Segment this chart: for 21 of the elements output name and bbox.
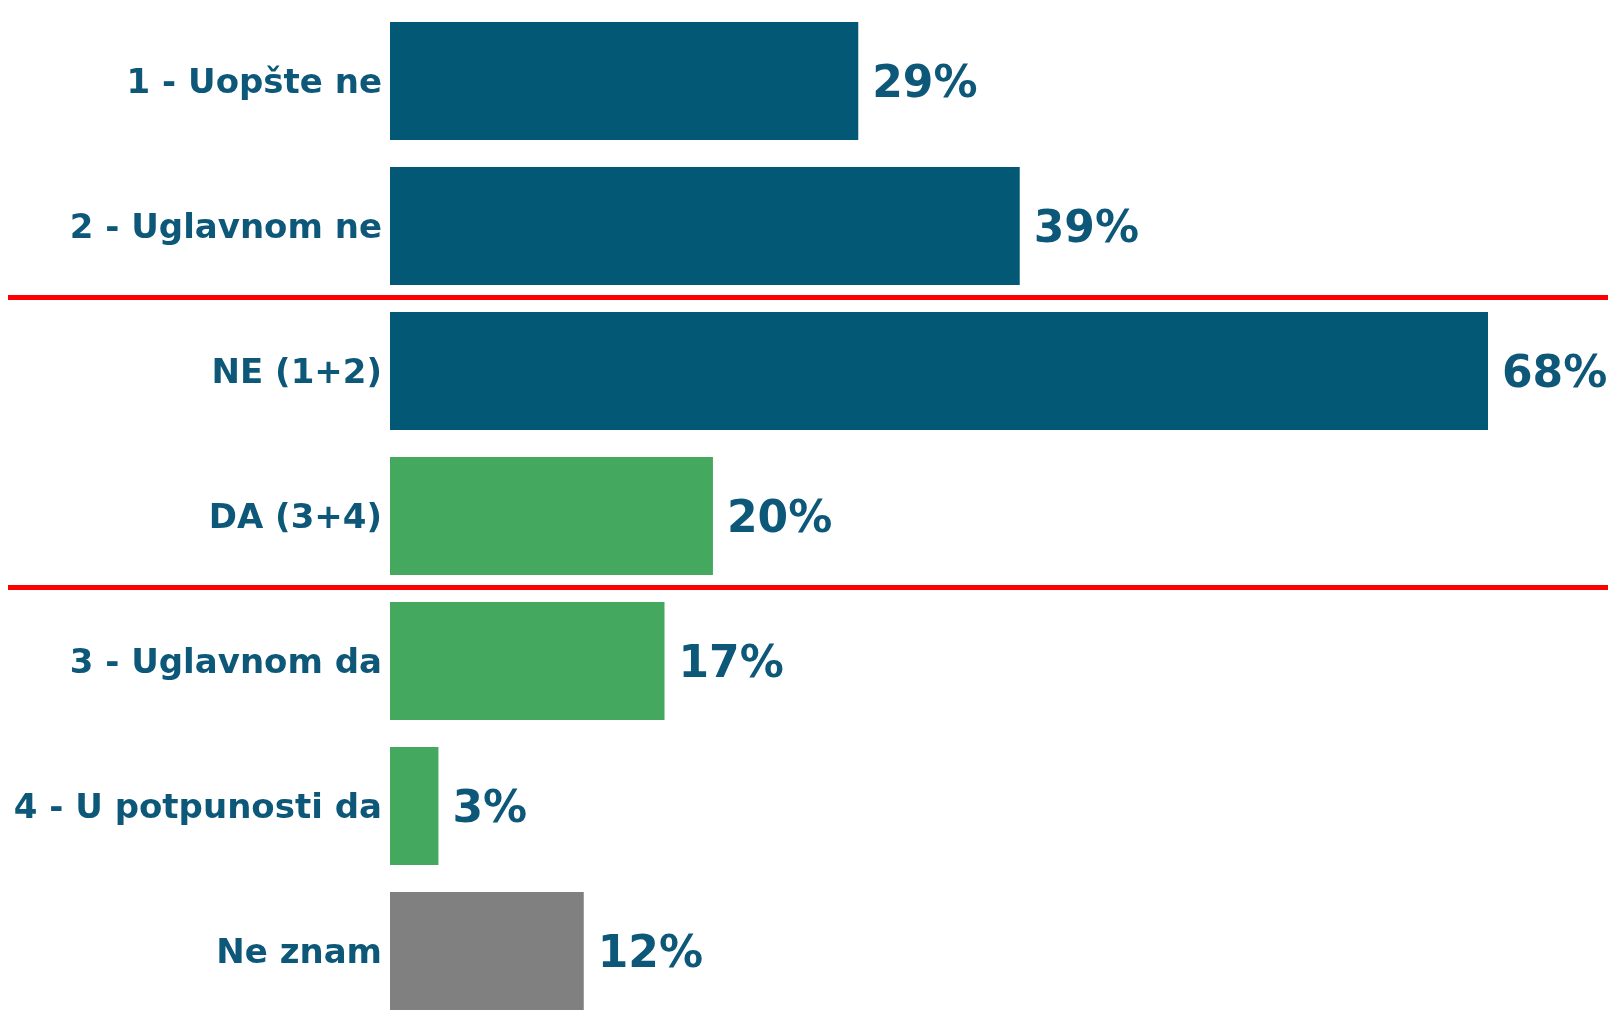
y-tick-label: 4 - U potpunosti da — [13, 785, 382, 826]
data-label: 17% — [678, 635, 784, 687]
data-label: 29% — [872, 55, 978, 107]
bar — [390, 22, 859, 140]
y-tick-label: Ne znam — [216, 930, 382, 971]
data-label: 12% — [597, 925, 704, 977]
y-tick-label: 2 - Uglavnom ne — [69, 205, 382, 246]
y-tick-label: 1 - Uopšte ne — [126, 60, 382, 101]
bar — [390, 602, 665, 720]
data-label: 3% — [452, 780, 528, 832]
y-tick-label: DA (3+4) — [208, 495, 382, 536]
data-label: 20% — [726, 490, 833, 542]
bar — [390, 747, 439, 865]
data-label: 68% — [1502, 345, 1608, 397]
bar — [390, 457, 713, 575]
bar — [390, 312, 1488, 430]
data-label: 39% — [1033, 200, 1140, 252]
bar — [390, 167, 1020, 285]
y-tick-label: NE (1+2) — [211, 350, 382, 391]
bar — [390, 892, 584, 1010]
y-tick-label: 3 - Uglavnom da — [69, 640, 382, 681]
